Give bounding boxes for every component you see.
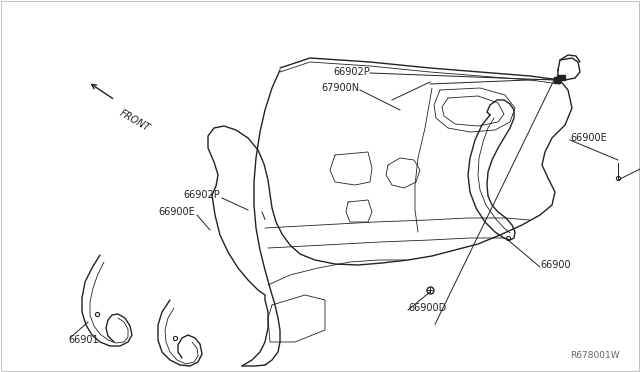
Text: 66900D: 66900D [408, 303, 446, 313]
Polygon shape [554, 77, 560, 83]
Text: R678001W: R678001W [570, 351, 620, 360]
Text: 66902P: 66902P [333, 67, 370, 77]
Text: 66901: 66901 [68, 335, 99, 345]
Text: 66900: 66900 [540, 260, 571, 270]
Text: 66902P: 66902P [183, 190, 220, 200]
Text: FRONT: FRONT [118, 108, 152, 133]
Text: 66900E: 66900E [158, 207, 195, 217]
Text: 66900E: 66900E [570, 133, 607, 143]
Text: 67900N: 67900N [322, 83, 360, 93]
Polygon shape [557, 75, 565, 80]
